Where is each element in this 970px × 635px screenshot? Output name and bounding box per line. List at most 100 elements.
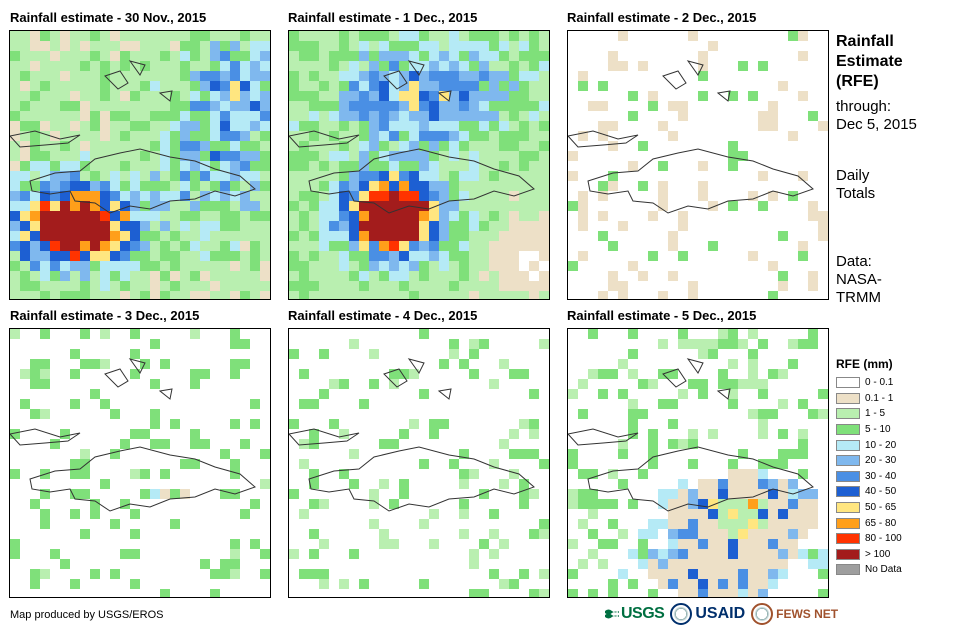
rainfall-cell (419, 579, 429, 589)
rainfall-cell (359, 221, 369, 231)
rainfall-cell (319, 141, 329, 151)
rainfall-cell (210, 201, 220, 211)
rainfall-cell (210, 131, 220, 141)
rainfall-cell (250, 281, 260, 291)
rainfall-cell (399, 51, 409, 61)
rainfall-cell (499, 241, 509, 251)
rainfall-cell (100, 221, 110, 231)
rainfall-cell (758, 201, 768, 211)
rainfall-cell (469, 131, 479, 141)
rainfall-cell (678, 569, 688, 579)
rainfall-cell (419, 221, 429, 231)
legend-swatch (836, 533, 860, 545)
rainfall-cell (409, 81, 419, 91)
rainfall-cell (130, 281, 140, 291)
rainfall-cell (708, 549, 718, 559)
rainfall-cell (778, 539, 788, 549)
rainfall-cell (50, 241, 60, 251)
rainfall-cell (100, 61, 110, 71)
rainfall-cell (110, 519, 120, 529)
rainfall-cell (20, 61, 30, 71)
rainfall-cell (60, 429, 70, 439)
rainfall-cell (389, 499, 399, 509)
rainfall-cell (220, 81, 230, 91)
rainfall-cell (120, 31, 130, 41)
rainfall-cell (788, 539, 798, 549)
rainfall-cell (140, 71, 150, 81)
rainfall-cell (409, 241, 419, 251)
rainfall-cell (190, 51, 200, 61)
rainfall-cell (588, 101, 598, 111)
rainfall-cell (10, 171, 20, 181)
rainfall-cell (728, 459, 738, 469)
rainfall-cell (130, 509, 140, 519)
rainfall-cell (469, 181, 479, 191)
rainfall-cell (160, 51, 170, 61)
rainfall-cell (419, 161, 429, 171)
rainfall-cell (80, 151, 90, 161)
rainfall-cell (40, 251, 50, 261)
rainfall-cell (748, 479, 758, 489)
legend-label: 0 - 0.1 (865, 377, 894, 389)
rainfall-cell (459, 201, 469, 211)
rainfall-cell (140, 111, 150, 121)
rainfall-cell (529, 449, 539, 459)
rainfall-cell (339, 281, 349, 291)
rainfall-cell (798, 439, 808, 449)
rainfall-cell (180, 71, 190, 81)
rainfall-cell (389, 61, 399, 71)
rainfall-cell (90, 191, 100, 201)
rainfall-cell (399, 251, 409, 261)
rainfall-cell (130, 71, 140, 81)
rainfall-cell (339, 221, 349, 231)
rainfall-cell (678, 251, 688, 261)
rainfall-cell (429, 161, 439, 171)
rainfall-cell (688, 579, 698, 589)
rainfall-cell (758, 569, 768, 579)
rainfall-cell (40, 91, 50, 101)
rainfall-cell (748, 509, 758, 519)
rainfall-cell (339, 31, 349, 41)
map-title-line2: Estimate (836, 53, 903, 70)
rainfall-cell (190, 271, 200, 281)
rainfall-cell (509, 231, 519, 241)
rainfall-cell (60, 281, 70, 291)
rainfall-cell (459, 141, 469, 151)
rainfall-cell (519, 369, 529, 379)
rainfall-cell (150, 241, 160, 251)
rainfall-cell (230, 339, 240, 349)
rainfall-cell (339, 51, 349, 61)
rainfall-cell (479, 141, 489, 151)
rainfall-cell (389, 51, 399, 61)
rainfall-cell (798, 51, 808, 61)
rainfall-cell (130, 181, 140, 191)
rainfall-cell (728, 579, 738, 589)
legend-item: 1 - 5 (836, 406, 966, 422)
rainfall-cell (459, 241, 469, 251)
rainfall-cell (220, 171, 230, 181)
rainfall-cell (509, 221, 519, 231)
rainfall-cell (230, 569, 240, 579)
rainfall-cell (120, 439, 130, 449)
rainfall-cell (80, 61, 90, 71)
rainfall-cell (778, 559, 788, 569)
rainfall-cell (648, 559, 658, 569)
rainfall-cell (230, 469, 240, 479)
rainfall-cell (100, 111, 110, 121)
rainfall-cell (439, 111, 449, 121)
rainfall-cell (359, 141, 369, 151)
rainfall-cell (359, 51, 369, 61)
rainfall-cell (648, 519, 658, 529)
rainfall-cell (349, 221, 359, 231)
rainfall-cell (748, 589, 758, 597)
rainfall-cell (110, 271, 120, 281)
rainfall-cell (459, 81, 469, 91)
rainfall-cell (489, 41, 499, 51)
rainfall-cell (230, 281, 240, 291)
rainfall-map-5-dec (568, 329, 828, 597)
rainfall-cell (180, 111, 190, 121)
rainfall-cell (429, 81, 439, 91)
rainfall-cell (10, 51, 20, 61)
rainfall-cell (40, 51, 50, 61)
rainfall-cell (449, 111, 459, 121)
